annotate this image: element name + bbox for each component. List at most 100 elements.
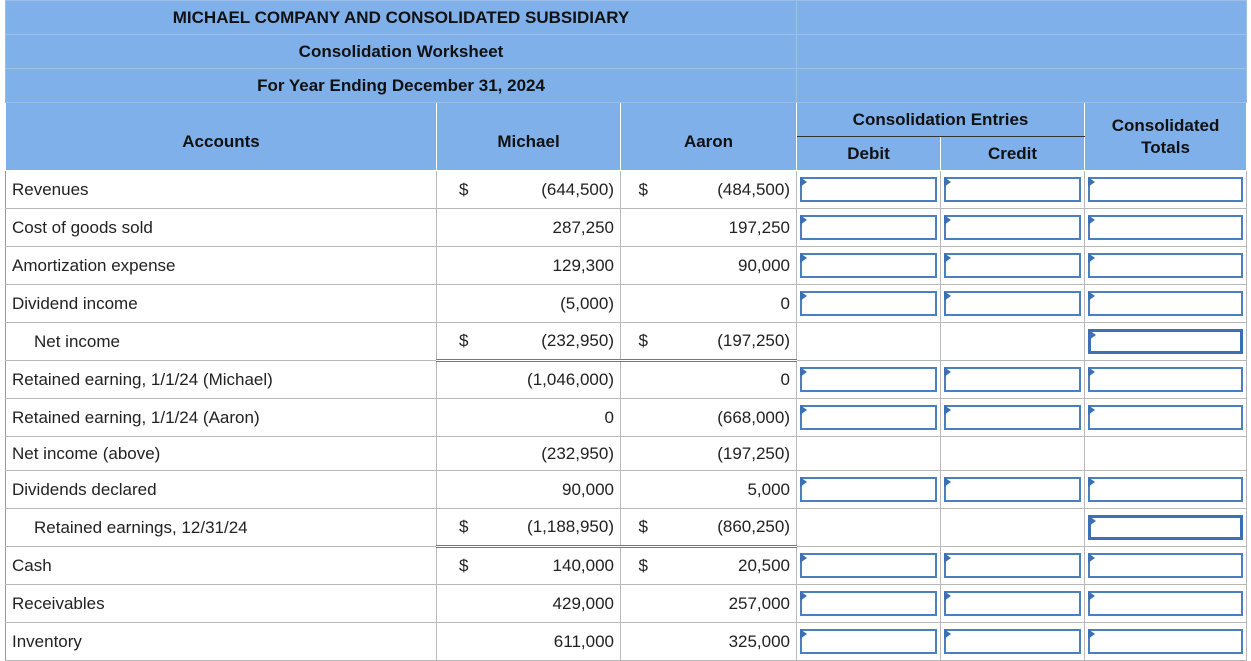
michael-currency: [436, 398, 491, 437]
debit-input[interactable]: [800, 477, 938, 502]
table-row: Net income $ (232,950) $ (197,250): [5, 322, 1248, 362]
aaron-amount: 0: [665, 284, 798, 323]
aaron-amount: 325,000: [665, 622, 798, 661]
michael-currency: [436, 584, 491, 623]
title-line-2: Consolidation Worksheet: [4, 34, 798, 69]
michael-amount: (5,000): [490, 284, 621, 323]
michael-amount: (1,046,000): [490, 360, 621, 399]
aaron-currency: [620, 284, 666, 323]
aaron-amount: 0: [665, 360, 798, 399]
account-label: Amortization expense: [5, 246, 437, 285]
account-label: Retained earnings, 12/31/24: [5, 508, 437, 547]
credit-input[interactable]: [944, 405, 1082, 430]
consolidated-total-input[interactable]: [1088, 629, 1244, 654]
credit-input[interactable]: [944, 591, 1082, 616]
consolidated-totals-header: Consolidated Totals: [1084, 102, 1248, 171]
table-row: Receivables 429,000 257,000: [5, 584, 1248, 623]
michael-amount: 129,300: [490, 246, 621, 285]
table-row: Inventory 611,000 325,000: [5, 622, 1248, 661]
consolidated-total-input[interactable]: [1088, 405, 1244, 430]
credit-header: Credit: [940, 136, 1086, 171]
table-row: Revenues $ (644,500) $ (484,500): [5, 170, 1248, 209]
michael-amount: 90,000: [490, 470, 621, 509]
michael-currency: [436, 208, 491, 247]
michael-amount: (644,500): [490, 170, 621, 209]
aaron-amount: 197,250: [665, 208, 798, 247]
consolidated-total-input[interactable]: [1088, 329, 1244, 354]
table-row: Retained earning, 1/1/24 (Aaron) 0 (668,…: [5, 398, 1248, 437]
credit-input[interactable]: [944, 553, 1082, 578]
account-label: Dividend income: [5, 284, 437, 323]
consolidated-total-input[interactable]: [1088, 291, 1244, 316]
title-line-1: MICHAEL COMPANY AND CONSOLIDATED SUBSIDI…: [4, 0, 798, 35]
debit-input[interactable]: [800, 553, 938, 578]
michael-amount: 429,000: [490, 584, 621, 623]
michael-currency: [436, 284, 491, 323]
michael-currency: $: [436, 322, 491, 362]
michael-currency: $: [436, 508, 491, 548]
credit-input[interactable]: [944, 215, 1082, 240]
aaron-amount: 5,000: [665, 470, 798, 509]
aaron-currency: [620, 622, 666, 661]
consolidated-total-input[interactable]: [1088, 515, 1244, 540]
table-row: Net income (above) (232,950) (197,250): [5, 436, 1248, 471]
debit-input[interactable]: [800, 367, 938, 392]
consolidated-total-input[interactable]: [1088, 591, 1244, 616]
consolidated-total-input[interactable]: [1088, 477, 1244, 502]
debit-input[interactable]: [800, 177, 938, 202]
title-line-3: For Year Ending December 31, 2024: [4, 68, 798, 103]
credit-input[interactable]: [944, 253, 1082, 278]
consolidated-total-input[interactable]: [1088, 177, 1244, 202]
table-row: Retained earnings, 12/31/24 $ (1,188,950…: [5, 508, 1248, 548]
table-row: Dividends declared 90,000 5,000: [5, 470, 1248, 509]
account-label: Cash: [5, 546, 437, 585]
aaron-currency: [620, 584, 666, 623]
aaron-currency: $: [620, 170, 666, 209]
aaron-header: Aaron: [619, 102, 798, 171]
aaron-currency: [620, 436, 666, 471]
michael-amount: (232,950): [490, 436, 621, 471]
credit-input[interactable]: [944, 177, 1082, 202]
consolidated-total-input[interactable]: [1088, 215, 1244, 240]
michael-amount: (232,950): [490, 322, 621, 362]
michael-currency: [436, 360, 491, 399]
credit-input[interactable]: [944, 291, 1082, 316]
debit-input[interactable]: [800, 405, 938, 430]
credit-input[interactable]: [944, 629, 1082, 654]
aaron-amount: (197,250): [665, 322, 798, 362]
michael-amount: (1,188,950): [490, 508, 621, 548]
debit-input[interactable]: [800, 591, 938, 616]
aaron-amount: 90,000: [665, 246, 798, 285]
credit-input[interactable]: [944, 367, 1082, 392]
aaron-currency: [620, 246, 666, 285]
aaron-currency: $: [620, 546, 666, 585]
michael-amount: 287,250: [490, 208, 621, 247]
aaron-currency: $: [620, 322, 666, 362]
account-label: Receivables: [5, 584, 437, 623]
michael-amount: 140,000: [490, 546, 621, 585]
consolidated-total-input[interactable]: [1088, 553, 1244, 578]
michael-currency: [436, 622, 491, 661]
consolidated-total-input[interactable]: [1088, 367, 1244, 392]
debit-input[interactable]: [800, 215, 938, 240]
michael-currency: [436, 470, 491, 509]
aaron-amount: (484,500): [665, 170, 798, 209]
debit-input[interactable]: [800, 629, 938, 654]
consolidation-worksheet: MICHAEL COMPANY AND CONSOLIDATED SUBSIDI…: [4, 0, 1248, 661]
account-label: Inventory: [5, 622, 437, 661]
table-row: Retained earning, 1/1/24 (Michael) (1,04…: [5, 360, 1248, 399]
accounts-header: Accounts: [5, 102, 437, 171]
account-label: Retained earning, 1/1/24 (Michael): [5, 360, 437, 399]
table-row: Dividend income (5,000) 0: [5, 284, 1248, 323]
debit-input[interactable]: [800, 253, 938, 278]
aaron-currency: $: [620, 508, 666, 548]
consolidated-total-input[interactable]: [1088, 253, 1244, 278]
account-label: Retained earning, 1/1/24 (Aaron): [5, 398, 437, 437]
table-row: Amortization expense 129,300 90,000: [5, 246, 1248, 285]
credit-input[interactable]: [944, 477, 1082, 502]
debit-input[interactable]: [800, 291, 938, 316]
aaron-amount: (197,250): [665, 436, 798, 471]
debit-header: Debit: [796, 136, 942, 171]
table-row: Cash $ 140,000 $ 20,500: [5, 546, 1248, 585]
account-label: Net income (above): [5, 436, 437, 471]
